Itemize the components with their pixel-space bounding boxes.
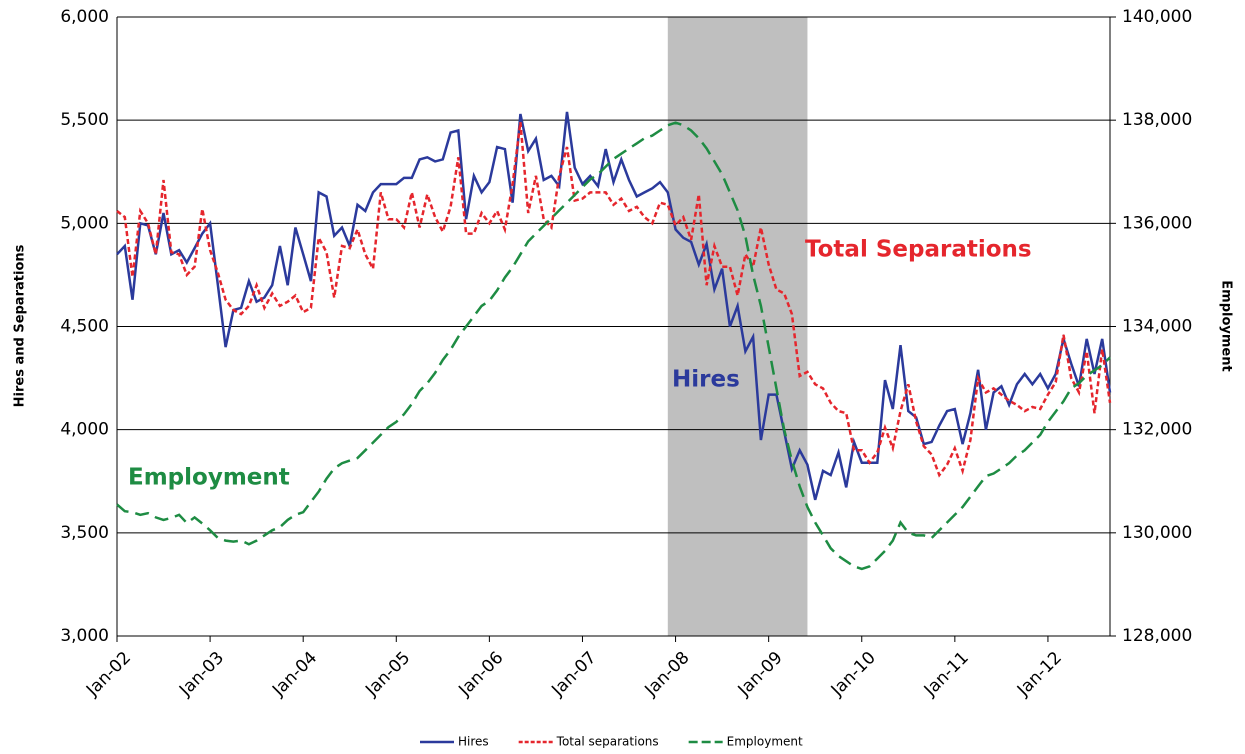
annotation: Total Separations (805, 237, 1032, 263)
y-tick-label: 3,500 (60, 523, 109, 543)
annotation: Hires (672, 367, 740, 393)
legend-label: Employment (727, 735, 803, 749)
y2-tick-label: 140,000 (1122, 7, 1192, 27)
legend-label: Hires (458, 735, 489, 749)
y2-tick-label: 132,000 (1122, 420, 1192, 440)
y2-tick-label: 136,000 (1122, 213, 1192, 233)
series-line (116, 121, 1111, 571)
x-tick-label: Jan-05 (361, 648, 414, 701)
y-tick-label: 5,000 (60, 213, 109, 233)
y-axis-title: Hires and Separations (13, 244, 28, 407)
y-tick-label: 6,000 (60, 7, 109, 27)
series-line (116, 122, 1112, 478)
x-tick-label: Jan-02 (82, 648, 135, 701)
y2-axis-title: Employment (1219, 280, 1234, 371)
x-tick-label: Jan-08 (641, 648, 694, 701)
y2-tick-label: 130,000 (1122, 523, 1192, 543)
x-tick-label: Jan-07 (547, 648, 600, 701)
x-tick-label: Jan-12 (1013, 648, 1066, 701)
x-tick-label: Jan-11 (920, 648, 973, 701)
x-tick-label: Jan-10 (827, 648, 880, 701)
x-tick-label: Jan-06 (454, 648, 507, 701)
y-tick-label: 4,500 (60, 317, 109, 337)
x-tick-label: Jan-09 (734, 648, 787, 701)
series-line (116, 111, 1112, 501)
annotation: Employment (128, 465, 290, 491)
y-tick-label: 4,000 (60, 420, 109, 440)
x-tick-label: Jan-04 (268, 648, 321, 701)
x-tick-label: Jan-03 (175, 648, 228, 701)
y-tick-label: 5,500 (60, 110, 109, 130)
y2-tick-label: 128,000 (1122, 626, 1192, 646)
y2-tick-label: 138,000 (1122, 110, 1192, 130)
y2-tick-label: 134,000 (1122, 317, 1192, 337)
legend-label: Total separations (556, 735, 659, 749)
y-tick-label: 3,000 (60, 626, 109, 646)
